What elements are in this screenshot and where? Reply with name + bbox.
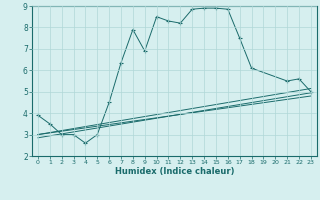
X-axis label: Humidex (Indice chaleur): Humidex (Indice chaleur): [115, 167, 234, 176]
